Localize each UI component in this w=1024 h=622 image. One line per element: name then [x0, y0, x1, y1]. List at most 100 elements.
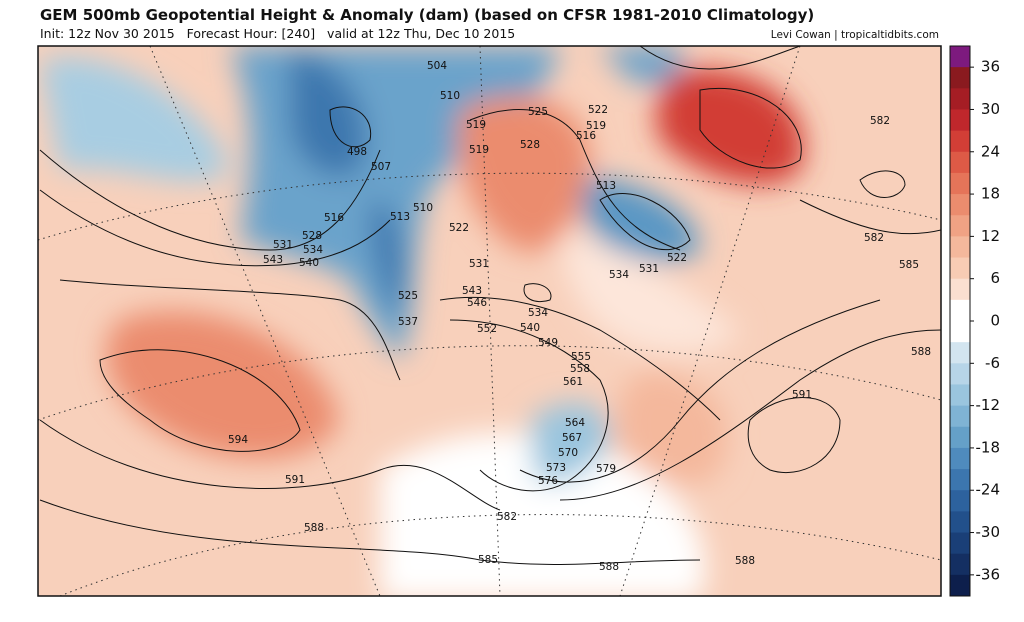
colorbar-bin: [950, 299, 970, 322]
contour-label: 528: [302, 230, 322, 242]
contour-label: 504: [427, 60, 447, 72]
contour-label: 588: [304, 522, 324, 534]
contour-label: 510: [440, 90, 460, 102]
colorbar-bin: [950, 151, 970, 174]
colorbar-tick-label: 18: [981, 185, 1000, 203]
colorbar-bin: [950, 490, 970, 512]
contour: [59, 279, 401, 381]
contour-label: 552: [477, 323, 497, 335]
contour-label: 519: [466, 119, 486, 131]
colorbar-bin: [950, 257, 970, 280]
colorbar-bin: [950, 88, 970, 110]
contour-label: 510: [413, 202, 433, 214]
contour-label: 564: [565, 417, 585, 429]
contour-label: 561: [563, 376, 583, 388]
contour: [559, 329, 941, 501]
colorbar-tick-label: 30: [981, 100, 1000, 118]
map-frame: [37, 45, 942, 597]
graticule-line: [479, 46, 501, 596]
colorbar-tick-label: 6: [990, 269, 1000, 287]
colorbar-tick-label: 24: [981, 142, 1000, 160]
contour: [329, 106, 372, 148]
contour-label: 519: [469, 144, 489, 156]
colorbar-bin: [950, 342, 970, 364]
contour-label: 582: [497, 511, 517, 523]
colorbar-tick-label: -6: [985, 354, 1000, 372]
contour: [469, 109, 681, 251]
contour-label: 498: [347, 146, 367, 158]
contour-label: 582: [864, 232, 884, 244]
contour-label: 525: [528, 106, 548, 118]
contour-label: 534: [609, 269, 629, 281]
contour: [39, 189, 391, 267]
contour-label: 591: [792, 389, 812, 401]
contour-label: 585: [478, 554, 498, 566]
colorbar-tick-label: -12: [976, 396, 1001, 414]
colorbar-bin: [950, 109, 970, 132]
contour-label: 537: [398, 316, 418, 328]
colorbar-bin: [950, 67, 970, 89]
contour-label: 576: [538, 475, 558, 487]
contour-label: 522: [667, 252, 687, 264]
contour-label: 540: [520, 322, 540, 334]
colorbar-tick-label: -24: [976, 481, 1001, 499]
colorbar-bin: [950, 405, 970, 428]
graticule-line: [38, 345, 941, 421]
contour-label: 525: [398, 290, 418, 302]
contour-label: 573: [546, 462, 566, 474]
contour: [859, 170, 906, 198]
contour: [439, 296, 721, 421]
graticule-line: [38, 172, 941, 241]
colorbar-tick-label: 36: [981, 58, 1000, 76]
colorbar: 36 30 24 18 12 6 0 -6 -12 -18 -24 -30 -36: [949, 45, 1001, 597]
colorbar-bin: [950, 574, 970, 597]
negative-anomaly: [40, 56, 230, 182]
contour-label: 588: [735, 555, 755, 567]
contour: [519, 299, 881, 483]
colorbar-bin: [950, 426, 970, 449]
contour-label: 567: [562, 432, 582, 444]
colorbar-bin: [950, 511, 970, 534]
negative-anomaly: [578, 175, 700, 261]
contour-label: 516: [576, 130, 596, 142]
contour-label: 555: [571, 351, 591, 363]
contour: [523, 283, 552, 303]
colorbar-tick-label: 12: [981, 227, 1000, 245]
neutral-area: [560, 230, 740, 354]
contour-label: 507: [371, 161, 391, 173]
contour-label: 588: [599, 561, 619, 573]
colorbar-bin: [950, 215, 970, 237]
contour-label: 585: [899, 259, 919, 271]
positive-anomaly: [656, 68, 804, 185]
contour: [747, 397, 841, 474]
colorbar-bin: [950, 363, 970, 385]
contour-label: 528: [520, 139, 540, 151]
contour-label: 519: [586, 120, 606, 132]
contour-label: 588: [911, 346, 931, 358]
contour-label: 549: [538, 337, 558, 349]
graticule-line: [149, 46, 381, 596]
contour-label: 522: [449, 222, 469, 234]
height-contours: [39, 46, 941, 565]
contour-label: 513: [390, 211, 410, 223]
title: GEM 500mb Geopotential Height & Anomaly …: [40, 6, 814, 24]
colorbar-tick-label: -36: [976, 565, 1001, 583]
colorbar-bin: [950, 236, 970, 259]
colorbar-bin: [950, 532, 970, 555]
contour: [699, 88, 802, 169]
colorbar-bin: [950, 321, 970, 343]
colorbar-bin: [950, 447, 970, 470]
contour: [39, 419, 501, 511]
contour-label: 531: [273, 239, 293, 251]
contour-label: 546: [467, 297, 487, 309]
contour-label: 543: [462, 285, 482, 297]
colorbar-bin: [950, 172, 970, 195]
contour-label: 522: [588, 104, 608, 116]
colorbar-tick-label: 0: [990, 312, 1000, 330]
contour: [39, 499, 701, 565]
contour: [449, 319, 609, 492]
credit: Levi Cowan | tropicaltidbits.com: [771, 29, 939, 41]
